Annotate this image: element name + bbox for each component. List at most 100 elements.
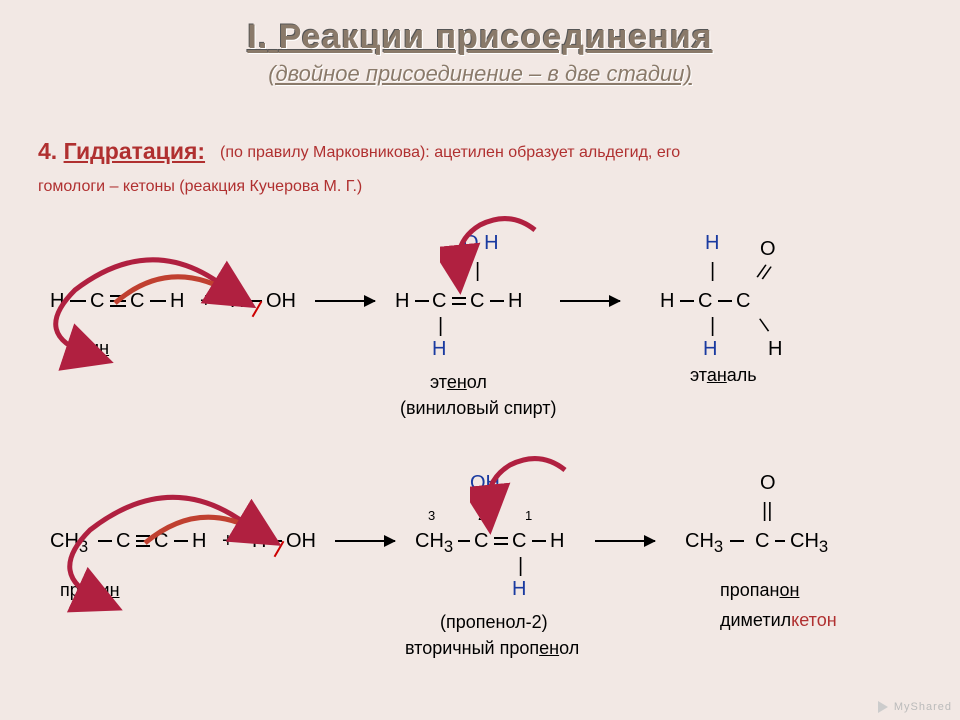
bar: |: [710, 260, 715, 283]
r2-h: H: [192, 530, 206, 553]
carbon: C: [130, 290, 144, 313]
bar: |: [475, 260, 480, 283]
bond: [730, 540, 744, 542]
h: H: [508, 290, 522, 313]
section-name: Гидратация:: [64, 138, 205, 164]
arrow-icon: [560, 300, 620, 302]
r2-reagent-name: пропин: [60, 580, 120, 601]
bond: [775, 540, 785, 542]
num3: 3: [428, 508, 435, 523]
r1-h-left: H: [50, 290, 64, 313]
bond: [494, 537, 508, 539]
plus-sign: +: [222, 530, 234, 553]
bond: [110, 295, 126, 297]
r1-prod-o: O: [760, 238, 776, 261]
bond: [452, 303, 466, 305]
dbl-bar: //: [754, 261, 772, 286]
bond: [110, 305, 126, 307]
ch3: CH3: [415, 530, 453, 557]
h: H: [550, 530, 564, 553]
r1-prod-name: этаналь: [690, 365, 757, 386]
r1-prod-h3: H: [768, 338, 782, 361]
bond: [174, 540, 188, 542]
r1-inter-subname: (виниловый спирт): [400, 398, 557, 419]
subtitle-text: (двойное присоединение – в две стадии): [40, 61, 920, 87]
bond: [110, 300, 126, 302]
main-title: I. Реакции присоединения: [40, 18, 920, 57]
bond: [718, 300, 732, 302]
bond-break-icon: [252, 301, 263, 318]
bar: |: [710, 315, 715, 338]
bond: [532, 540, 546, 542]
carbon: C: [736, 290, 750, 313]
carbon: C: [154, 530, 168, 553]
r2-inter-name: (пропенол-2): [440, 612, 548, 633]
bar: \: [758, 315, 771, 339]
section-label: 4. Гидратация:: [38, 138, 205, 165]
bond-break-icon: [274, 541, 285, 558]
carbon: C: [474, 530, 488, 553]
bond: [150, 300, 166, 302]
bond: [490, 300, 504, 302]
r2-prod-o: O: [760, 472, 776, 495]
h: H: [395, 290, 409, 313]
section-description-2: гомологи – кетоны (реакция Кучерова М. Г…: [38, 178, 362, 196]
carbon: C: [755, 530, 769, 553]
r1-prod-h1: H: [705, 232, 719, 255]
reaction-1: H C C H + H OH O H | H C C H | H H O | /…: [0, 210, 960, 420]
water-h: H: [230, 290, 244, 313]
section-number: 4.: [38, 138, 57, 164]
reactions-container: H C C H + H OH O H | H C C H | H H O | /…: [0, 210, 960, 660]
bar: |: [518, 555, 523, 578]
carbon: C: [470, 290, 484, 313]
r2-inter-subname: вторичный пропенол: [405, 638, 579, 659]
curved-arrow-icon: [470, 455, 580, 535]
r1-inter-h: H: [432, 338, 446, 361]
r1-h-right: H: [170, 290, 184, 313]
bond: [458, 540, 470, 542]
watermark: MyShared: [876, 700, 952, 714]
r2-inter-oh: OH: [470, 472, 500, 495]
r2-prod-subname: диметилкетон: [720, 610, 837, 631]
water-oh: OH: [286, 530, 316, 553]
bond: [270, 540, 282, 542]
carbon: C: [698, 290, 712, 313]
r1-reagent-name: этин: [72, 338, 109, 359]
carbon: C: [116, 530, 130, 553]
h: H: [660, 290, 674, 313]
carbon: C: [90, 290, 104, 313]
bond: [70, 300, 86, 302]
arrow-icon: [595, 540, 655, 542]
bond: [136, 540, 150, 542]
water-h: H: [252, 530, 266, 553]
carbon: C: [512, 530, 526, 553]
arrow-icon: [315, 300, 375, 302]
r1-inter-oh: O H: [463, 232, 499, 255]
carbon: C: [432, 290, 446, 313]
bond: [136, 535, 150, 537]
reaction-2: CH3 C C H + H OH 3 2 1 OH | CH3 C C H | …: [0, 450, 960, 660]
bond: [680, 300, 694, 302]
bond: [494, 543, 508, 545]
r1-prod-h2: H: [703, 338, 717, 361]
r2-inter-h: H: [512, 578, 526, 601]
dbl-bar: ||: [762, 500, 772, 523]
title-text: Реакции присоединения: [279, 18, 713, 56]
roman-numeral: I.: [247, 18, 268, 56]
slide-header: I. Реакции присоединения (двойное присое…: [0, 0, 960, 95]
num1: 1: [525, 508, 532, 523]
plus-sign: +: [200, 290, 212, 313]
arrow-icon: [335, 540, 395, 542]
bond: [415, 300, 429, 302]
bar: |: [438, 315, 443, 338]
play-icon: [876, 700, 890, 714]
bond: [452, 297, 466, 299]
curved-arrow-icon: [440, 215, 550, 295]
water-oh: OH: [266, 290, 296, 313]
ch3-r: CH3: [790, 530, 828, 557]
bond: [98, 540, 112, 542]
r1-inter-name: этенол: [430, 372, 487, 393]
r2-ch3: CH3: [50, 530, 88, 557]
bond: [136, 545, 150, 547]
r2-prod-name: пропанон: [720, 580, 799, 601]
